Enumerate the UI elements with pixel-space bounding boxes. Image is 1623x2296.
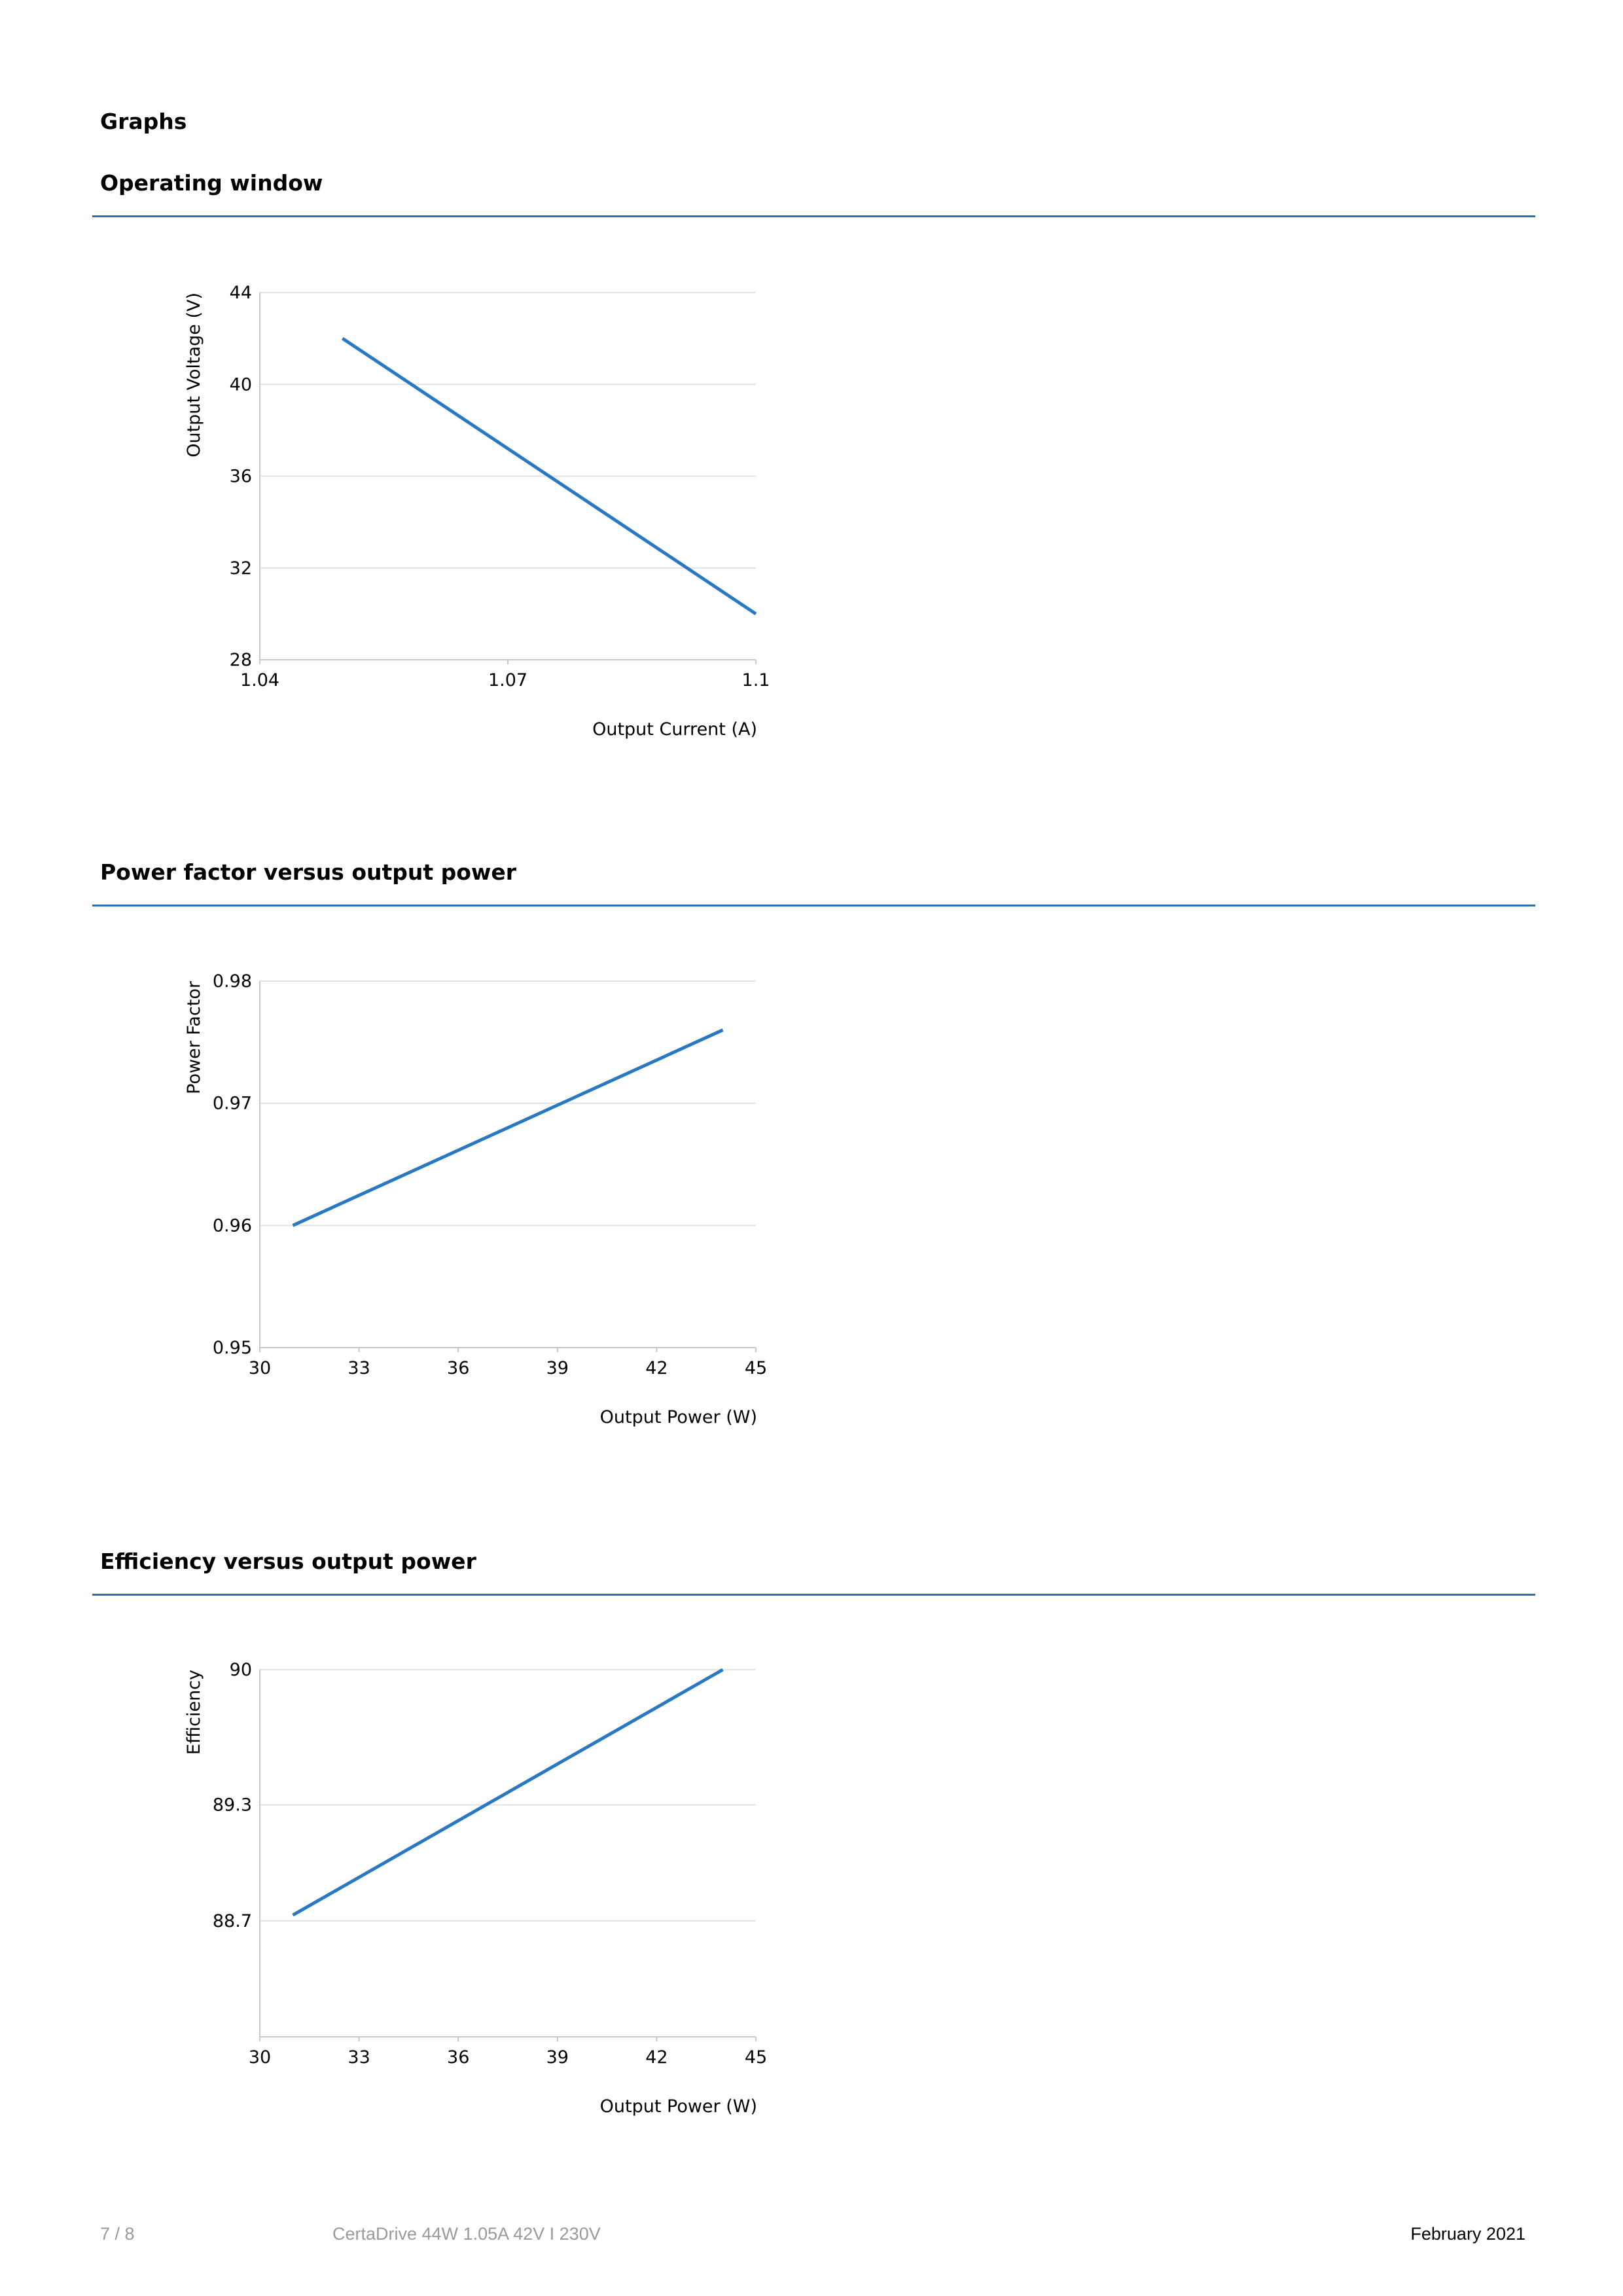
y-axis-title: Output Voltage (V)	[184, 293, 204, 457]
x-tick-label: 42	[645, 2047, 668, 2068]
section-title-operating-window: Operating window	[100, 170, 323, 196]
x-tick-label: 36	[447, 2047, 469, 2068]
x-tick-label: 39	[546, 2047, 569, 2068]
y-tick-label: 40	[230, 374, 252, 395]
y-tick-label: 28	[230, 650, 252, 670]
y-tick-label: 0.98	[213, 971, 252, 992]
section-divider	[92, 215, 1535, 217]
x-axis-title: Output Current (A)	[592, 719, 757, 740]
section-divider	[92, 1594, 1535, 1596]
x-tick-label: 39	[546, 1358, 569, 1378]
y-tick-label: 32	[230, 558, 252, 579]
x-tick-label: 1.07	[488, 670, 527, 691]
y-tick-label: 44	[230, 283, 252, 303]
x-tick-label: 30	[249, 2047, 271, 2068]
y-tick-label: 89.3	[213, 1795, 252, 1816]
y-axis-title: Power Factor	[184, 980, 204, 1094]
x-tick-label: 1.04	[240, 670, 279, 691]
series-line	[341, 337, 757, 615]
x-tick-label: 30	[249, 1358, 271, 1378]
section-divider	[92, 905, 1535, 906]
section-title-power-factor: Power factor versus output power	[100, 859, 517, 885]
y-tick-label: 0.95	[213, 1338, 252, 1358]
section-title-efficiency: Efficiency versus output power	[100, 1549, 476, 1574]
y-axis-title: Efficiency	[184, 1670, 204, 1755]
footer-product-name: CertaDrive 44W 1.05A 42V I 230V	[332, 2224, 601, 2244]
x-tick-label: 33	[348, 1358, 370, 1378]
y-tick-label: 90	[230, 1660, 252, 1680]
page-number: 7 / 8	[100, 2224, 135, 2244]
x-tick-label: 1.1	[742, 670, 770, 691]
x-tick-label: 45	[745, 1358, 767, 1378]
y-tick-label: 88.7	[213, 1911, 252, 1931]
y-tick-label: 36	[230, 467, 252, 487]
x-tick-label: 45	[745, 2047, 767, 2068]
y-tick-label: 0.97	[213, 1094, 252, 1114]
x-axis-title: Output Power (W)	[600, 1407, 757, 1427]
series-line	[292, 1028, 724, 1227]
y-tick-label: 0.96	[213, 1215, 252, 1236]
x-tick-label: 42	[645, 1358, 668, 1378]
page-heading: Graphs	[100, 109, 187, 134]
x-tick-label: 33	[348, 2047, 370, 2068]
series-line	[292, 1668, 724, 1917]
x-tick-label: 36	[447, 1358, 469, 1378]
footer-date: February 2021	[1410, 2224, 1525, 2244]
x-axis-title: Output Power (W)	[600, 2096, 757, 2117]
